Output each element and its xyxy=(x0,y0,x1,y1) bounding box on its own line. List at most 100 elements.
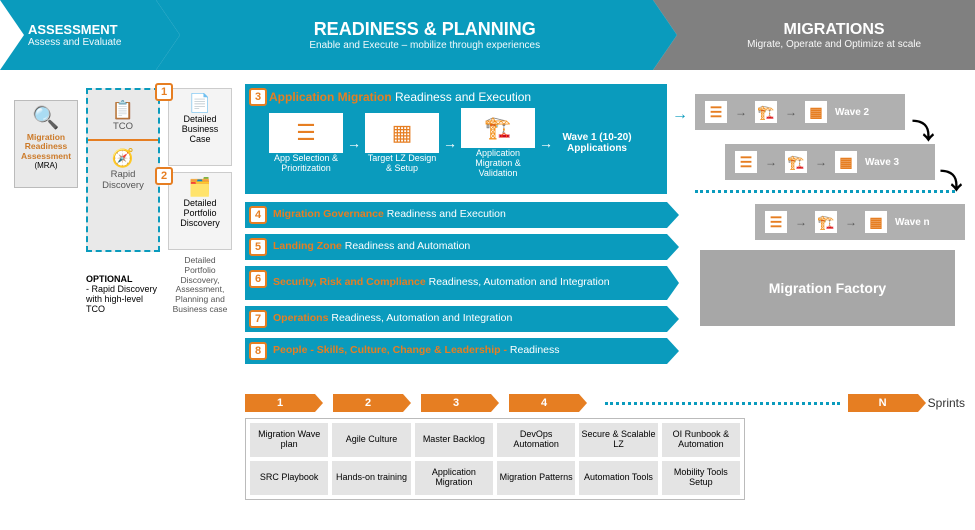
flow-node-1-label: App Selection & Prioritization xyxy=(269,153,343,173)
deliv-cell: Migration Wave plan xyxy=(250,423,328,457)
list-icon: ☰ xyxy=(735,151,757,173)
sprint-row: 1 2 3 4 N Sprints xyxy=(245,394,965,412)
detailed-portfolio-discovery: 2 🗂️ Detailed Portfolio Discovery xyxy=(168,172,232,250)
portfolio-icon: 🗂️ xyxy=(171,177,229,198)
list-icon: ☰ xyxy=(269,113,343,153)
magnifier-icon: 🔍 xyxy=(19,105,73,131)
flow-node-3: 🏗️ Application Migration & Validation xyxy=(461,108,535,178)
wave-3-box: ☰→ 🏗️→ ▦ Wave 3 xyxy=(725,144,935,180)
detailed-column: 1 📄 Detailed Business Case 2 🗂️ Detailed… xyxy=(168,88,232,315)
detailed-bc-label: Detailed Business Case xyxy=(182,114,219,144)
optional-caption: OPTIONAL - Rapid Discovery with high-lev… xyxy=(86,274,162,314)
sprint-dots xyxy=(605,402,840,405)
deliverable-grid: Migration Wave plan Agile Culture Master… xyxy=(245,418,745,500)
bar-operations: 7 Operations Readiness, Automation and I… xyxy=(245,306,667,332)
detailed-business-case: 1 📄 Detailed Business Case xyxy=(168,88,232,166)
badge-6: 6 xyxy=(249,270,267,288)
server-icon: ▦ xyxy=(865,211,887,233)
phase-assessment: ASSESSMENT Assess and Evaluate xyxy=(0,0,156,70)
bar-security-text: Security, Risk and Compliance Readiness,… xyxy=(273,277,610,289)
forklift-icon: 🏗️ xyxy=(785,151,807,173)
wave-n-box: ☰→ 🏗️→ ▦ Wave n xyxy=(755,204,965,240)
list-icon: ☰ xyxy=(705,101,727,123)
arrow-icon: → xyxy=(795,215,807,229)
forklift-icon: 🏗️ xyxy=(755,101,777,123)
flow-node-2-label: Target LZ Design & Setup xyxy=(365,153,439,173)
sprint-2: 2 xyxy=(333,394,403,412)
arrow-icon: → xyxy=(672,106,688,124)
arrow-icon: → xyxy=(539,135,553,151)
sprint-label: Sprints xyxy=(928,396,965,410)
optional-tco: 📋 TCO xyxy=(92,96,154,136)
badge-3: 3 xyxy=(249,88,267,106)
deliv-cell: Hands-on training xyxy=(332,461,410,495)
bar-security: 6 Security, Risk and Compliance Readines… xyxy=(245,266,667,300)
wave-2-label: Wave 2 xyxy=(835,107,869,118)
app-migration-header: Application Migration Readiness and Exec… xyxy=(269,90,657,104)
app-migration-title-white: Readiness and Execution xyxy=(395,90,531,104)
optional-box: 📋 TCO 🧭 Rapid Discovery xyxy=(86,88,160,252)
flow-node-1: ☰ App Selection & Prioritization xyxy=(269,113,343,173)
optional-rapid: 🧭 Rapid Discovery xyxy=(92,144,154,195)
arrow-icon: → xyxy=(735,105,747,119)
deliv-cell: Application Migration xyxy=(415,461,493,495)
bar-landing-zone: 5 Landing Zone Readiness and Automation xyxy=(245,234,667,260)
wave-3-label: Wave 3 xyxy=(865,157,899,168)
deliv-cell: Mobility Tools Setup xyxy=(662,461,740,495)
bar-ops-text: Operations Readiness, Automation and Int… xyxy=(273,313,512,325)
app-migration-title-orange: Application Migration xyxy=(269,90,392,104)
badge-4: 4 xyxy=(249,206,267,224)
badge-2: 2 xyxy=(155,167,173,185)
optional-caption-text: - Rapid Discovery with high-level TCO xyxy=(86,284,157,314)
arrow-icon: → xyxy=(443,135,457,151)
main-area: 🔍 Migration Readiness Assessment (MRA) 📋… xyxy=(0,70,975,80)
app-migration-box: 3 Application Migration Readiness and Ex… xyxy=(245,84,667,194)
optional-caption-label: OPTIONAL xyxy=(86,274,133,284)
deliv-cell: Secure & Scalable LZ xyxy=(579,423,657,457)
phase-planning-title: READINESS & PLANNING xyxy=(314,19,536,40)
bar-people: 8 People - Skills, Culture, Change & Lea… xyxy=(245,338,667,364)
wave-n-label: Wave n xyxy=(895,217,930,228)
sprint-3: 3 xyxy=(421,394,491,412)
server-icon: ▦ xyxy=(805,101,827,123)
deliv-cell: OI Runbook & Automation xyxy=(662,423,740,457)
mra-box: 🔍 Migration Readiness Assessment (MRA) xyxy=(14,100,78,188)
optional-rapid-label: Rapid Discovery xyxy=(102,169,144,191)
curve-arrow-icon: ⤵ xyxy=(912,114,934,146)
mra-title: Migration Readiness Assessment xyxy=(19,133,73,161)
optional-tco-label: TCO xyxy=(113,121,133,132)
document-icon: 📄 xyxy=(171,93,229,114)
sprint-4: 4 xyxy=(509,394,579,412)
optional-column: 📋 TCO 🧭 Rapid Discovery OPTIONAL - Rapid… xyxy=(86,88,160,252)
design-icon: ▦ xyxy=(365,113,439,153)
dashed-connector xyxy=(695,190,955,193)
badge-8: 8 xyxy=(249,342,267,360)
app-migration-flow: ☰ App Selection & Prioritization → ▦ Tar… xyxy=(269,108,657,178)
deliv-cell: Automation Tools xyxy=(579,461,657,495)
deliv-cell: SRC Playbook xyxy=(250,461,328,495)
phase-header: ASSESSMENT Assess and Evaluate READINESS… xyxy=(0,0,975,70)
discovery-icon: 🧭 xyxy=(92,148,154,169)
phase-planning: READINESS & PLANNING Enable and Execute … xyxy=(156,0,653,70)
phase-assessment-title: ASSESSMENT xyxy=(28,22,156,37)
sprint-n: N xyxy=(848,394,918,412)
bar-lz-text: Landing Zone Readiness and Automation xyxy=(273,241,470,253)
detailed-pd-label: Detailed Portfolio Discovery xyxy=(180,198,220,228)
phase-migrations-sub: Migrate, Operate and Optimize at scale xyxy=(747,39,921,50)
readiness-bars: 4 Migration Governance Readiness and Exe… xyxy=(245,202,667,370)
deliv-cell: DevOps Automation xyxy=(497,423,575,457)
arrow-icon: → xyxy=(347,135,361,151)
wave-2-box: ☰→ 🏗️→ ▦ Wave 2 xyxy=(695,94,905,130)
flow-node-2: ▦ Target LZ Design & Setup xyxy=(365,113,439,173)
sprint-1: 1 xyxy=(245,394,315,412)
detailed-caption: Detailed Portfolio Discovery, Assessment… xyxy=(168,256,232,315)
bar-governance: 4 Migration Governance Readiness and Exe… xyxy=(245,202,667,228)
arrow-icon: → xyxy=(815,155,827,169)
deliv-cell: Agile Culture xyxy=(332,423,410,457)
clipboard-icon: 📋 xyxy=(92,100,154,121)
deliv-cell: Migration Patterns xyxy=(497,461,575,495)
bar-governance-text: Migration Governance Readiness and Execu… xyxy=(273,209,506,221)
divider xyxy=(88,139,158,141)
server-icon: ▦ xyxy=(835,151,857,173)
list-icon: ☰ xyxy=(765,211,787,233)
